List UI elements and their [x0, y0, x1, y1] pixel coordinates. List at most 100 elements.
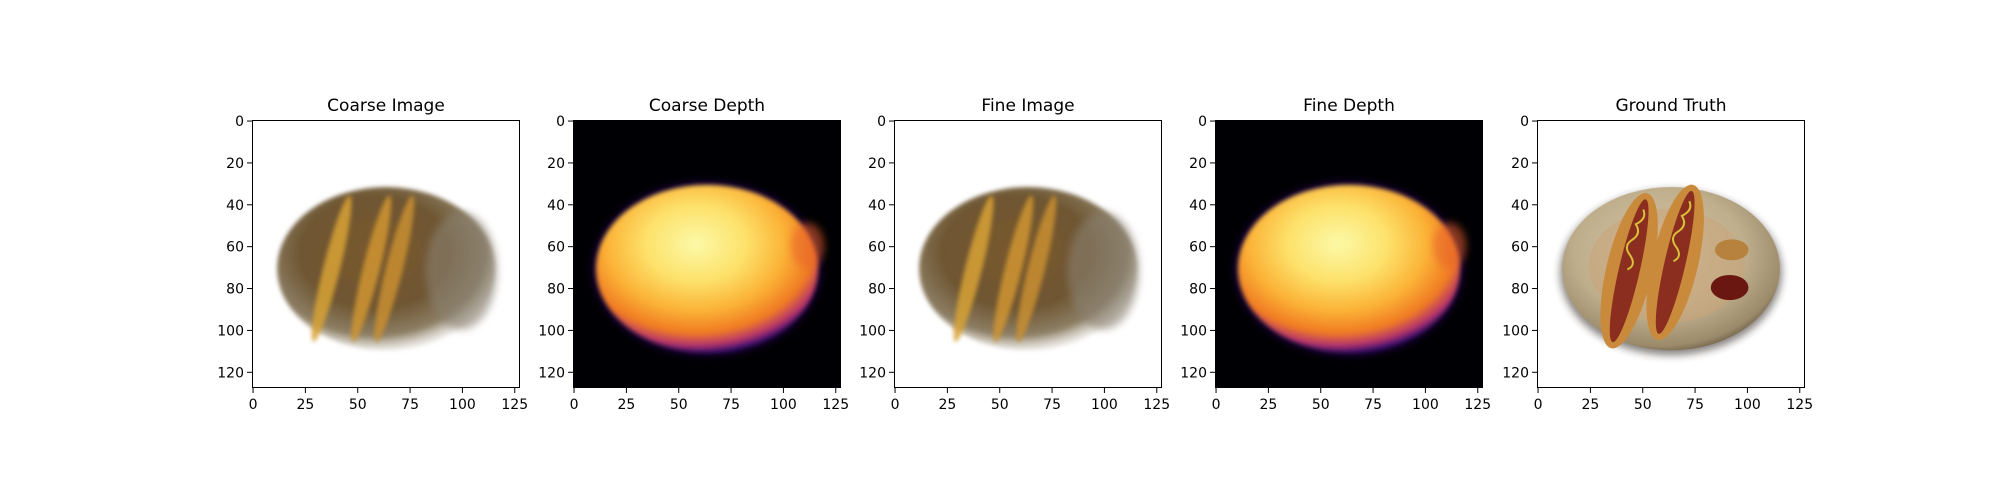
depth-object — [596, 184, 818, 353]
y-tick-label: 0 — [1520, 114, 1529, 130]
y-tick-label: 20 — [868, 156, 886, 172]
x-tick-label: 125 — [501, 397, 528, 413]
panel-title: Ground Truth — [1615, 96, 1726, 116]
x-tick-label: 50 — [1634, 397, 1652, 413]
panel-1: Coarse Image 0 25 50 75 100 125 0 20 40 60 80 100 120 — [217, 96, 528, 413]
ketchup — [1710, 274, 1749, 301]
y-tick-label: 0 — [1198, 114, 1207, 130]
x-tick-label: 50 — [670, 397, 688, 413]
x-tick-label: 100 — [770, 397, 797, 413]
panel-2: Coarse Depth 0 25 50 75 100 125 0 20 40 60 80 100 120 — [538, 96, 849, 413]
depth-object — [1238, 184, 1460, 353]
y-tick-label: 100 — [859, 323, 886, 339]
y-tick-label: 60 — [547, 240, 565, 256]
panel-4: Fine Depth 0 25 50 75 100 125 0 20 40 60 80 100 120 — [1180, 96, 1491, 413]
y-tick-label: 80 — [547, 282, 565, 298]
x-tick-label: 0 — [1534, 397, 1543, 413]
x-tick-label: 100 — [449, 397, 476, 413]
x-tick-label: 50 — [349, 397, 367, 413]
y-tick-label: 20 — [1189, 156, 1207, 172]
x-tick-label: 0 — [570, 397, 579, 413]
y-tick-label: 60 — [226, 240, 244, 256]
x-tick-label: 50 — [1312, 397, 1330, 413]
y-tick-label: 40 — [1511, 198, 1529, 214]
y-tick-label: 60 — [868, 240, 886, 256]
render-shadow — [1067, 212, 1139, 330]
x-tick-label: 25 — [1259, 397, 1277, 413]
sausage — [1655, 190, 1695, 334]
x-tick-label: 125 — [1143, 397, 1170, 413]
depth-detail — [790, 222, 825, 269]
x-tick-label: 75 — [722, 397, 740, 413]
x-tick-label: 125 — [1464, 397, 1491, 413]
axes-frame — [252, 120, 520, 388]
y-tick-label: 0 — [877, 114, 886, 130]
x-tick-label: 75 — [401, 397, 419, 413]
x-tick-label: 75 — [1364, 397, 1382, 413]
y-tick-label: 80 — [868, 282, 886, 298]
panel-title: Fine Image — [981, 96, 1074, 116]
side-item — [1714, 239, 1749, 261]
y-tick-label: 0 — [556, 114, 565, 130]
x-tick-label: 75 — [1043, 397, 1061, 413]
x-tick-label: 75 — [1686, 397, 1704, 413]
y-tick-label: 120 — [1502, 365, 1529, 381]
x-tick-label: 125 — [822, 397, 849, 413]
depth-detail — [1432, 222, 1467, 269]
y-tick-label: 20 — [547, 156, 565, 172]
y-tick-label: 40 — [1189, 198, 1207, 214]
hotdog-2 — [1646, 184, 1704, 341]
render-shadow — [425, 212, 497, 330]
y-tick-label: 120 — [859, 365, 886, 381]
y-tick-label: 120 — [538, 365, 565, 381]
x-tick-label: 25 — [617, 397, 635, 413]
panel-5: Ground Truth 0 25 50 75 100 125 0 20 40 60 80 100 120 — [1502, 96, 1813, 413]
y-tick-label: 120 — [217, 365, 244, 381]
panel-3: Fine Image 0 25 50 75 100 125 0 20 40 60 80 100 120 — [859, 96, 1170, 413]
x-tick-label: 100 — [1412, 397, 1439, 413]
render-streak-3 — [1016, 195, 1057, 342]
render-streak-2 — [993, 195, 1034, 342]
image-content — [593, 181, 825, 356]
axes-frame — [1537, 120, 1805, 388]
x-tick-label: 0 — [1212, 397, 1221, 413]
y-tick-label: 40 — [547, 198, 565, 214]
y-tick-label: 80 — [1189, 282, 1207, 298]
y-tick-label: 60 — [1189, 240, 1207, 256]
hotdog-1 — [1600, 193, 1658, 349]
sausage — [1609, 199, 1649, 343]
y-tick-label: 20 — [226, 156, 244, 172]
y-tick-label: 40 — [868, 198, 886, 214]
axes-frame — [573, 120, 841, 388]
x-tick-label: 25 — [1581, 397, 1599, 413]
x-tick-label: 0 — [249, 397, 258, 413]
y-tick-label: 120 — [1180, 365, 1207, 381]
panel-title: Coarse Depth — [649, 96, 765, 116]
panel-title: Fine Depth — [1303, 96, 1395, 116]
y-tick-label: 60 — [1511, 240, 1529, 256]
render-streak-2 — [351, 195, 392, 342]
x-tick-label: 50 — [991, 397, 1009, 413]
image-content — [1235, 181, 1467, 356]
render-streak-1 — [953, 195, 994, 342]
y-tick-label: 40 — [226, 198, 244, 214]
image-content — [919, 187, 1139, 351]
render-streak-1 — [311, 195, 352, 342]
y-tick-label: 100 — [538, 323, 565, 339]
axes-frame — [1215, 120, 1483, 388]
y-tick-label: 20 — [1511, 156, 1529, 172]
y-tick-label: 80 — [226, 282, 244, 298]
mustard — [1625, 209, 1646, 271]
y-tick-label: 80 — [1511, 282, 1529, 298]
mustard — [1672, 200, 1692, 263]
y-tick-label: 100 — [1180, 323, 1207, 339]
image-content — [1560, 184, 1782, 356]
x-tick-label: 25 — [938, 397, 956, 413]
x-tick-label: 125 — [1786, 397, 1813, 413]
y-tick-label: 0 — [235, 114, 244, 130]
image-content — [277, 187, 497, 351]
x-tick-label: 25 — [296, 397, 314, 413]
y-tick-label: 100 — [1502, 323, 1529, 339]
x-tick-label: 100 — [1734, 397, 1761, 413]
